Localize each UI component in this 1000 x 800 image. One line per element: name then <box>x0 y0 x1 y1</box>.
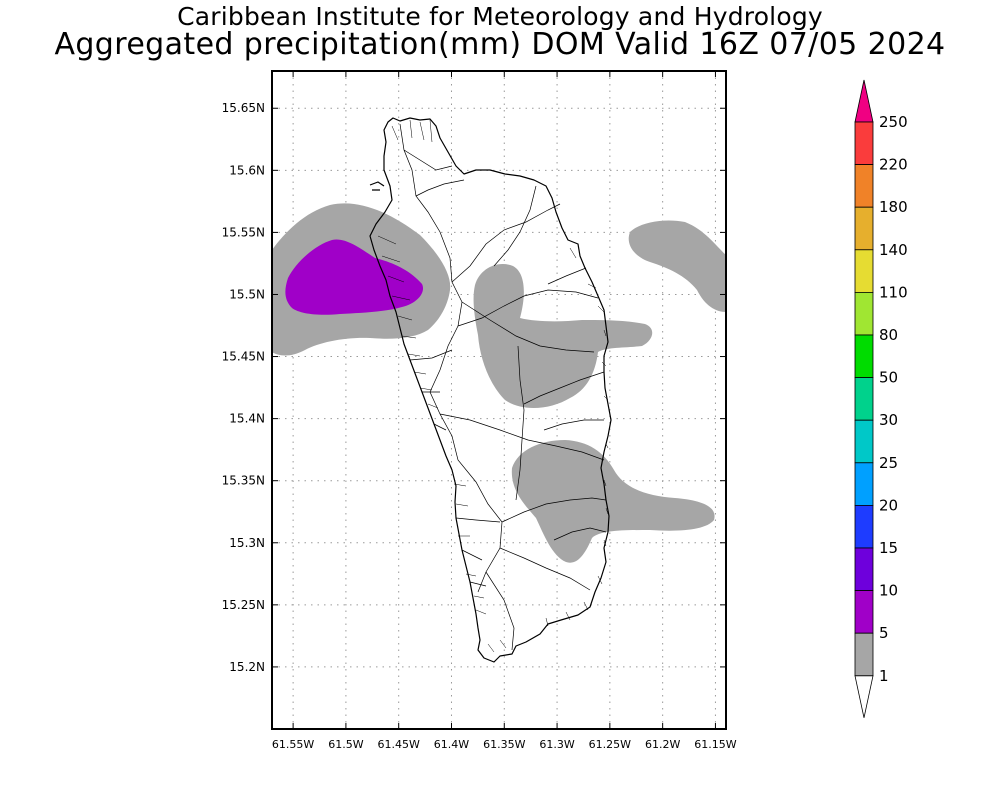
colorbar-label: 15 <box>879 539 898 557</box>
colorbar-label: 80 <box>879 326 898 344</box>
colorbar-label: 10 <box>879 582 898 600</box>
colorbar-top-arrow <box>854 79 874 123</box>
lat-tick-label: 15.5N <box>229 287 265 301</box>
lat-tick-label: 15.45N <box>222 350 265 364</box>
map-plot-area <box>272 71 726 729</box>
lat-tick-label: 15.65N <box>222 101 265 115</box>
lat-tick-label: 15.55N <box>222 225 265 239</box>
lon-tick-label: 61.4W <box>434 738 469 751</box>
northern-peninsula <box>369 181 385 191</box>
colorbar-swatch <box>854 206 874 251</box>
title-line-1: Caribbean Institute for Meteorology and … <box>177 2 823 31</box>
colorbar-swatch <box>854 249 874 293</box>
precip-gray-south <box>511 440 715 563</box>
colorbar-swatch <box>854 334 874 378</box>
colorbar-label: 5 <box>879 624 889 642</box>
lon-tick-label: 61.2W <box>645 738 680 751</box>
title-line-2: Aggregated precipitation(mm) DOM Valid 1… <box>54 27 946 62</box>
lon-tick-label: 61.55W <box>272 738 314 751</box>
colorbar-label: 1 <box>879 667 889 685</box>
colorbar-label: 220 <box>879 156 908 174</box>
precip-gray-central <box>473 264 653 409</box>
lat-tick-label: 15.3N <box>229 536 265 550</box>
colorbar-swatch <box>854 377 874 421</box>
lat-tick-label: 15.6N <box>229 163 265 177</box>
colorbar-label: 25 <box>879 454 898 472</box>
precipitation-shading <box>272 203 726 563</box>
colorbar-swatch <box>854 504 874 549</box>
lon-tick-label: 61.15W <box>694 738 736 751</box>
precip-gray-east <box>628 220 726 312</box>
colorbar-swatch <box>854 164 874 208</box>
island-outline <box>369 117 612 663</box>
colorbar-swatch <box>854 291 874 336</box>
latitude-axis: 15.65N 15.6N 15.55N 15.5N 15.45N 15.4N 15.35N 1… <box>222 101 726 674</box>
colorbar-label: 110 <box>879 283 908 301</box>
colorbar-label: 20 <box>879 496 898 514</box>
colorbar-swatch <box>854 462 874 506</box>
lon-tick-label: 61.25W <box>589 738 631 751</box>
lat-tick-label: 15.4N <box>229 412 265 426</box>
coastal-drainages <box>377 119 609 653</box>
lat-tick-label: 15.2N <box>229 660 265 674</box>
precip-purple-west <box>285 239 424 315</box>
lat-tick-label: 15.35N <box>222 474 265 488</box>
colorbar-bottom-arrow <box>854 675 874 718</box>
lon-tick-label: 61.45W <box>378 738 420 751</box>
colorbar-label: 180 <box>879 198 908 216</box>
colorbar-label: 140 <box>879 241 908 259</box>
colorbar-swatch <box>854 547 874 591</box>
longitude-axis: 61.55W 61.5W 61.45W 61.4W 61.35W 61.3W 61.25W 6… <box>272 71 737 751</box>
lon-tick-label: 61.35W <box>483 738 525 751</box>
lat-tick-label: 15.25N <box>222 598 265 612</box>
colorbar-label: 30 <box>879 411 898 429</box>
colorbar-swatch <box>854 632 874 677</box>
dominica-coastline <box>369 117 612 663</box>
lon-tick-label: 61.3W <box>539 738 574 751</box>
map-frame <box>271 70 727 730</box>
lon-tick-label: 61.5W <box>328 738 363 751</box>
colorbar-swatch <box>854 121 874 165</box>
colorbar-label: 50 <box>879 369 898 387</box>
colorbar-label: 250 <box>879 113 908 131</box>
colorbar-swatch <box>854 419 874 464</box>
colorbar-swatch <box>854 590 874 634</box>
watershed-boundaries <box>399 123 607 651</box>
